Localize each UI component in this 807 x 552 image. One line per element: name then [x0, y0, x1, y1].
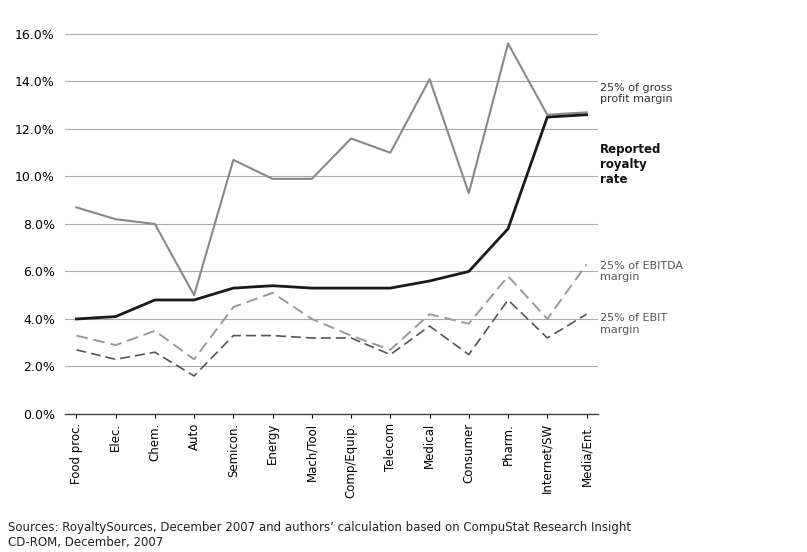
Text: Sources: RoyaltySources, December 2007 and authors’ calculation based on CompuSt: Sources: RoyaltySources, December 2007 a… — [8, 521, 631, 549]
Text: 25% of gross
profit margin: 25% of gross profit margin — [600, 83, 673, 104]
Text: 25% of EBITDA
margin: 25% of EBITDA margin — [600, 261, 684, 282]
Text: Reported
royalty
rate: Reported royalty rate — [600, 143, 662, 186]
Text: 25% of EBIT
margin: 25% of EBIT margin — [600, 313, 667, 335]
